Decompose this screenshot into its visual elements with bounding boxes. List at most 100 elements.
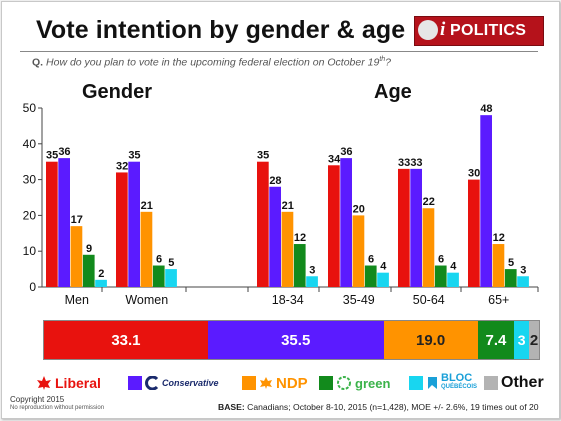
seal-icon — [418, 20, 438, 40]
bar-18-34-s1 — [269, 186, 281, 287]
data-label: 28 — [269, 175, 281, 187]
legend-ndp: NDP — [242, 371, 308, 395]
bar-18-34-s2 — [281, 211, 294, 287]
page-title: Vote intention by gender & age — [36, 16, 406, 44]
base-note: BASE: Canadians; October 8-10, 2015 (n=1… — [218, 402, 539, 412]
bar-men-s1 — [58, 158, 70, 287]
question-label: Q. — [32, 56, 44, 69]
data-label: 20 — [353, 203, 365, 215]
x-tick-label: 50-64 — [413, 293, 445, 307]
ipolitics-logo: i POLITICS — [414, 16, 544, 46]
bar-35-49-s0 — [328, 165, 340, 287]
legend-green: green — [319, 371, 390, 395]
copyright-text: Copyright 2015 — [10, 395, 65, 404]
legend-label-green: green — [355, 375, 391, 391]
summary-segment-2: 19.0 — [383, 321, 478, 359]
bar-35-49-s3 — [364, 265, 377, 287]
bar-men-s0 — [46, 161, 58, 287]
x-tick-label: 65+ — [488, 293, 509, 307]
maple-leaf-icon — [37, 376, 51, 390]
summary-segment-1: 35.5 — [207, 321, 384, 359]
y-tick-label: 20 — [23, 208, 37, 222]
bar-women-s3 — [152, 265, 165, 287]
bar-18-34-s3 — [293, 244, 306, 287]
legend-bloc: BLOC QUÉBÉCOIS — [409, 371, 477, 395]
data-label: 34 — [328, 153, 341, 165]
bar-50-64-s4 — [447, 272, 459, 287]
legend-bloc-text: BLOC QUÉBÉCOIS — [441, 372, 478, 392]
data-label: 48 — [480, 103, 492, 115]
bar-men-s3 — [82, 254, 95, 287]
data-label: 9 — [86, 243, 92, 255]
data-label: 4 — [380, 261, 387, 273]
base-label: BASE: — [218, 402, 245, 412]
legend-label-conservative: Conservative — [162, 378, 219, 388]
data-label: 6 — [438, 254, 444, 266]
bar-18-34-s4 — [306, 276, 318, 287]
bar-50-64-s2 — [422, 208, 435, 287]
data-label: 30 — [468, 168, 480, 180]
bar-35-49-s1 — [340, 158, 352, 287]
legend-conservative: Conservative — [128, 371, 219, 395]
bar-65--s3 — [504, 269, 517, 287]
legend-other: Other — [484, 371, 544, 395]
data-label: 21 — [282, 200, 294, 212]
data-label: 6 — [156, 254, 162, 266]
bloc-swatch-icon — [409, 376, 423, 390]
bar-men-s2 — [70, 226, 83, 287]
other-swatch-icon — [484, 376, 498, 390]
data-label: 12 — [294, 232, 306, 244]
bar-65--s2 — [492, 244, 505, 287]
green-swatch-icon — [319, 376, 333, 390]
data-label: 35 — [257, 150, 269, 162]
bar-65--s4 — [517, 276, 529, 287]
bar-65--s0 — [468, 179, 480, 287]
bar-women-s2 — [140, 211, 153, 287]
bar-50-64-s3 — [434, 265, 447, 287]
copyright-sub: No reproduction without permission — [10, 405, 105, 411]
data-label: 33 — [410, 157, 422, 169]
ndp-swatch-icon — [242, 376, 256, 390]
legend: Liberal Conservative NDP green BLOC QUÉB… — [14, 371, 554, 395]
legend-liberal: Liberal — [36, 371, 101, 395]
data-label: 22 — [423, 196, 435, 208]
summary-segment-3: 7.4 — [477, 321, 515, 359]
summary-segment-0: 33.1 — [44, 321, 208, 359]
bar-women-s4 — [165, 269, 177, 287]
data-label: 17 — [71, 214, 83, 226]
legend-label-other: Other — [501, 374, 544, 391]
y-tick-label: 0 — [29, 280, 36, 294]
bar-18-34-s0 — [257, 161, 269, 287]
data-label: 36 — [58, 146, 70, 158]
legend-label-bloc-sub: QUÉBÉCOIS — [441, 384, 478, 390]
bar-50-64-s1 — [410, 168, 422, 287]
data-label: 4 — [450, 261, 457, 273]
data-label: 3 — [309, 264, 315, 276]
logo-text: POLITICS — [450, 22, 527, 39]
conservative-c-icon — [145, 376, 159, 390]
y-tick-label: 10 — [23, 244, 37, 258]
x-tick-label: 35-49 — [343, 293, 375, 307]
question-suffix: th — [379, 56, 386, 63]
data-label: 2 — [98, 268, 104, 280]
group-title-age: Age — [374, 81, 412, 103]
data-label: 12 — [493, 232, 505, 244]
data-label: 5 — [168, 257, 174, 269]
conservative-swatch-icon — [128, 376, 142, 390]
group-title-gender: Gender — [82, 81, 152, 103]
bar-men-s4 — [95, 279, 107, 287]
base-text: Canadians; October 8-10, 2015 (n=1,428),… — [247, 402, 539, 412]
x-tick-label: Women — [125, 293, 168, 307]
title-divider — [20, 51, 538, 52]
data-label: 21 — [141, 200, 153, 212]
bar-50-64-s0 — [398, 168, 410, 287]
legend-label-ndp: NDP — [276, 374, 308, 392]
legend-label-bloc: BLOC — [441, 372, 473, 384]
ndp-leaf-icon — [260, 377, 272, 389]
bar-35-49-s2 — [352, 215, 365, 287]
bar-35-49-s4 — [377, 272, 389, 287]
data-label: 36 — [340, 146, 352, 158]
bloc-flag-icon — [428, 377, 437, 389]
